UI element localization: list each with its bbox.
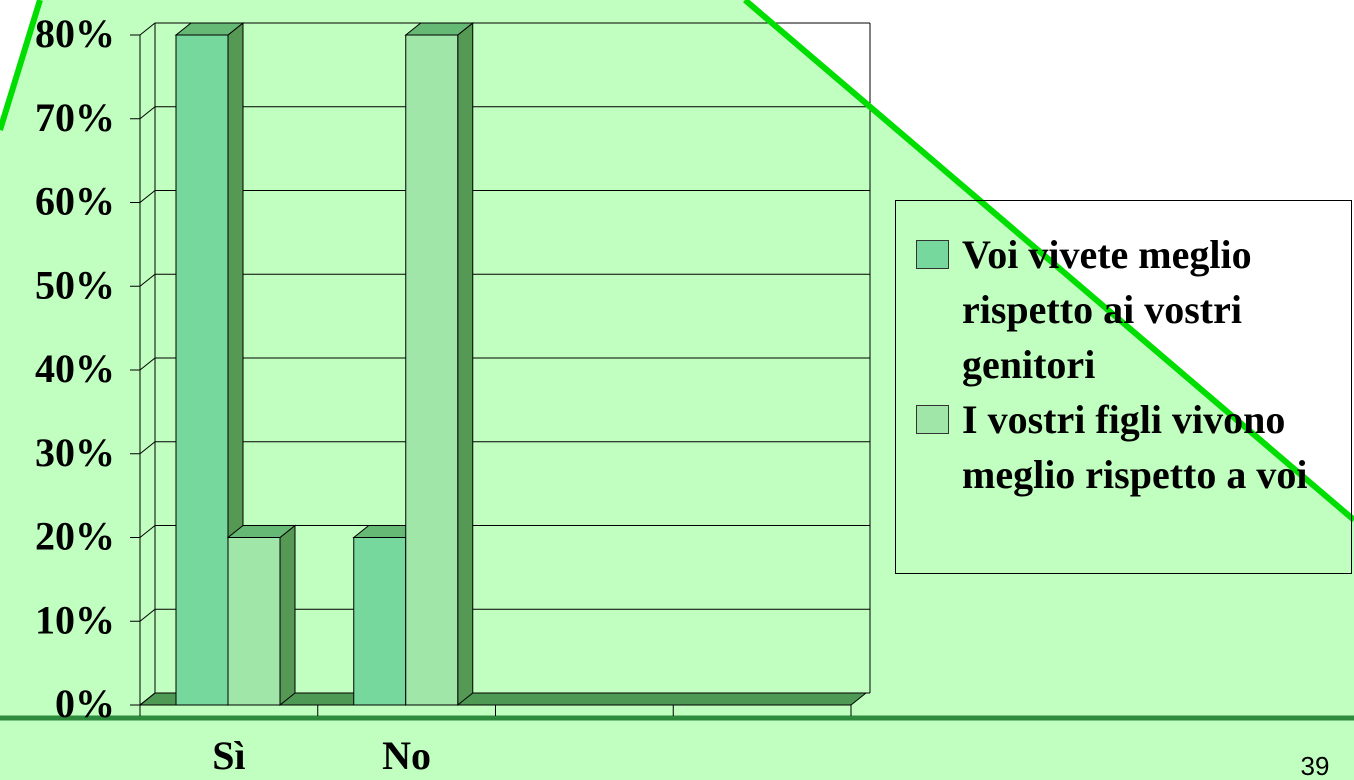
bar	[227, 537, 281, 706]
bar	[175, 34, 229, 706]
legend-label: I vostri figli vivono meglio rispetto a …	[962, 397, 1308, 497]
y-tick-label: 80%	[35, 11, 115, 56]
grid-line-side	[139, 357, 156, 371]
bar-group	[404, 21, 475, 707]
y-tick-label: 30%	[35, 430, 115, 475]
legend-label: Voi vivete meglio rispetto ai vostri gen…	[962, 232, 1252, 387]
legend-swatch	[916, 240, 949, 269]
legend-entry: I vostri figli vivono meglio rispetto a …	[896, 392, 1347, 502]
grid-line-side	[139, 273, 156, 287]
bar	[353, 537, 407, 706]
grid-line-side	[139, 106, 156, 120]
y-tick-label: 40%	[35, 346, 115, 391]
y-tick-label: 10%	[35, 597, 115, 642]
grid-line-side	[139, 190, 156, 203]
y-tick-label: 70%	[35, 95, 115, 140]
decor-line	[0, 0, 43, 131]
decor-line	[743, 0, 1354, 523]
grid-line-side	[139, 525, 156, 538]
page-number: 39	[1301, 751, 1330, 780]
bar-group	[226, 524, 297, 707]
bar-side	[457, 21, 474, 707]
x-tick-label: Sì	[212, 733, 245, 778]
y-tick-label: 0%	[55, 681, 115, 726]
grid-line-side	[139, 608, 156, 622]
bar-group	[174, 21, 245, 707]
y-tick-label: 50%	[35, 262, 115, 307]
bar	[405, 34, 459, 706]
x-tick-label: No	[382, 733, 431, 778]
y-tick-label: 20%	[35, 514, 115, 559]
y-tick-label: 60%	[35, 179, 115, 224]
grid-line-side	[139, 22, 156, 36]
grid-line-side	[139, 692, 156, 706]
grid-line-side	[139, 441, 156, 455]
legend: Voi vivete meglio rispetto ai vostri gen…	[895, 200, 1352, 574]
legend-entry: Voi vivete meglio rispetto ai vostri gen…	[896, 227, 1347, 392]
legend-swatch	[916, 405, 949, 434]
bar-side	[279, 524, 296, 707]
